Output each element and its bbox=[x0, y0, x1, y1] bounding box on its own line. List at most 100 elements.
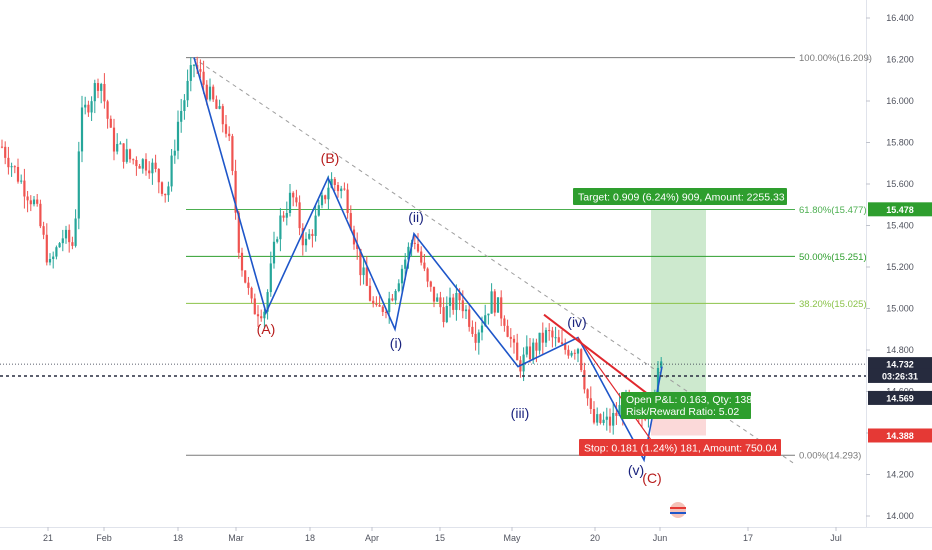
wedge-lower-line[interactable] bbox=[577, 337, 653, 442]
candles bbox=[0, 56, 663, 435]
candle-body bbox=[189, 65, 192, 81]
ytick-label: 16.400 bbox=[886, 13, 914, 23]
stop-label-bg bbox=[579, 439, 781, 456]
elliott-wave-line[interactable] bbox=[193, 57, 663, 463]
candle-body bbox=[84, 104, 87, 108]
candle-body bbox=[330, 178, 333, 188]
ytick-label: 16.200 bbox=[886, 55, 914, 65]
candle-body bbox=[448, 297, 452, 306]
price-badge-bg bbox=[868, 428, 932, 443]
candle-body bbox=[618, 405, 621, 416]
candle-body bbox=[240, 252, 244, 271]
stop-label-text: Stop: 0.181 (1.24%) 181, Amount: 750.04 bbox=[584, 443, 777, 455]
wave-label: (A) bbox=[257, 321, 276, 337]
candle-body bbox=[234, 170, 237, 213]
candle-body bbox=[573, 352, 576, 354]
candle-body bbox=[36, 199, 39, 204]
candle-body bbox=[599, 414, 602, 423]
candle-body bbox=[452, 297, 455, 310]
candle-body bbox=[644, 418, 647, 420]
price-badge: 14.388 bbox=[868, 428, 932, 443]
candle-body bbox=[253, 298, 256, 315]
candle-body bbox=[404, 259, 407, 269]
wave-label: (ii) bbox=[408, 209, 424, 225]
candle-body bbox=[282, 215, 285, 218]
candle-body bbox=[442, 307, 445, 323]
candle-body bbox=[333, 178, 336, 185]
candle-body bbox=[596, 414, 599, 423]
candle-body bbox=[141, 159, 144, 169]
candle-body bbox=[119, 143, 122, 145]
candle-body bbox=[493, 291, 496, 313]
candle-body bbox=[218, 106, 221, 109]
candle-body bbox=[336, 184, 340, 192]
wave-label: (C) bbox=[642, 470, 661, 486]
candle-body bbox=[55, 247, 58, 257]
candle-body bbox=[509, 336, 512, 339]
candle-body bbox=[192, 64, 196, 66]
candle-body bbox=[0, 146, 4, 148]
resistance-trendline[interactable] bbox=[192, 57, 796, 465]
wedge-upper-line[interactable] bbox=[543, 313, 651, 397]
ytick-label: 14.000 bbox=[886, 511, 914, 521]
target-label-box[interactable]: Target: 0.909 (6.24%) 909, Amount: 2255.… bbox=[573, 188, 787, 205]
candle-body bbox=[256, 314, 260, 317]
target-label-bg bbox=[573, 188, 787, 205]
candle-body bbox=[170, 155, 173, 187]
candle-body bbox=[221, 106, 224, 125]
candle-body bbox=[583, 370, 586, 390]
flag-stripe bbox=[670, 512, 686, 514]
fib-level-label: 100.00%(16.209) bbox=[799, 53, 872, 64]
candle-body bbox=[276, 239, 279, 242]
event-marker[interactable] bbox=[670, 502, 686, 518]
candle-body bbox=[391, 298, 394, 301]
price-badge: 03:26:31 bbox=[868, 368, 932, 383]
candle-body bbox=[400, 268, 404, 284]
candle-body bbox=[26, 196, 29, 201]
candle-body bbox=[202, 71, 205, 85]
price-badge-text: 14.569 bbox=[886, 393, 914, 403]
candle-body bbox=[506, 325, 509, 337]
candle-body bbox=[349, 213, 352, 230]
candle-body bbox=[96, 83, 100, 91]
candle-body bbox=[212, 86, 215, 100]
candle-body bbox=[164, 193, 167, 196]
ytick-label: 14.800 bbox=[886, 345, 914, 355]
candle-body bbox=[48, 259, 52, 263]
candle-body bbox=[288, 192, 292, 214]
candle-body bbox=[532, 342, 535, 360]
candle-body bbox=[528, 346, 532, 360]
price-badge-text: 14.732 bbox=[886, 360, 914, 370]
candle-body bbox=[586, 389, 589, 399]
candle-body bbox=[58, 243, 61, 248]
candle-body bbox=[580, 349, 583, 371]
candle-body bbox=[340, 188, 343, 192]
candle-body bbox=[231, 136, 234, 171]
candle-body bbox=[74, 218, 77, 246]
candle-body bbox=[477, 332, 480, 343]
candle-body bbox=[295, 197, 298, 203]
candle-body bbox=[384, 311, 388, 313]
candle-body bbox=[16, 166, 20, 182]
candle-body bbox=[516, 342, 519, 361]
candle-body bbox=[292, 192, 295, 198]
candle-body bbox=[416, 243, 420, 252]
candle-body bbox=[68, 229, 71, 243]
xtick-label: Feb bbox=[96, 533, 112, 543]
candle-body bbox=[490, 291, 493, 314]
xtick-label: Jul bbox=[830, 533, 842, 543]
candle-body bbox=[359, 248, 362, 276]
candle-body bbox=[484, 315, 487, 326]
candle-body bbox=[52, 256, 55, 260]
ytick-label: 15.000 bbox=[886, 304, 914, 314]
candle-body bbox=[13, 166, 16, 168]
candle-body bbox=[381, 306, 384, 312]
candle-body bbox=[128, 149, 132, 160]
stop-label-box[interactable]: Stop: 0.181 (1.24%) 181, Amount: 750.04 bbox=[579, 439, 781, 456]
candle-body bbox=[45, 234, 48, 263]
flag-stripe bbox=[670, 507, 686, 509]
wave-label: (B) bbox=[321, 150, 340, 166]
